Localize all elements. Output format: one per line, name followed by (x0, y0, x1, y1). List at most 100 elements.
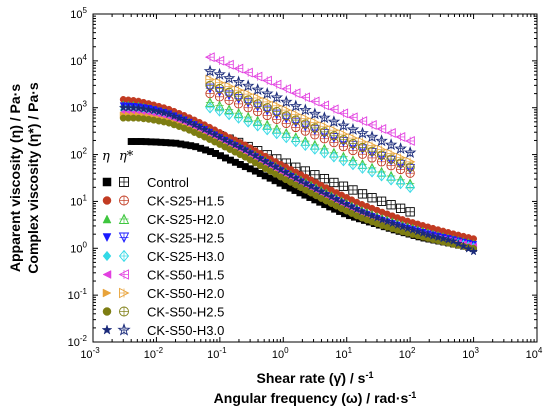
x-tick-label: 104 (526, 346, 543, 361)
complex-viscosity-point (386, 154, 396, 164)
legend-marker-open (117, 323, 131, 336)
complex-viscosity-point (310, 170, 320, 180)
legend-label: CK-S50-H2.5 (147, 305, 224, 320)
apparent-viscosity-point (139, 104, 149, 113)
legend-marker-filled (102, 288, 112, 298)
complex-viscosity-point (233, 112, 244, 124)
apparent-viscosity-point (347, 202, 357, 211)
apparent-viscosity-point (255, 154, 265, 163)
legend-label: CK-S25-H3.0 (147, 249, 224, 264)
apparent-viscosity-point (469, 246, 479, 256)
complex-viscosity-point (214, 55, 225, 66)
complex-viscosity-point (252, 119, 263, 132)
apparent-viscosity-point (144, 104, 154, 114)
complex-viscosity-point (213, 67, 226, 80)
complex-viscosity-point (319, 147, 330, 159)
apparent-viscosity-point (250, 151, 260, 160)
complex-viscosity-point (395, 177, 406, 190)
complex-viscosity-point (395, 177, 406, 190)
legend-label: CK-S25-H2.0 (147, 212, 224, 227)
apparent-viscosity-point (184, 117, 194, 127)
legend-marker-open (119, 287, 130, 299)
y-axis-title-apparent: Apparent viscosity (η) / Pa·s (7, 84, 23, 272)
complex-viscosity-point (300, 92, 310, 103)
legend-marker-filled (102, 307, 112, 316)
apparent-viscosity-point (281, 167, 291, 177)
legend-header-eta-star: η* (119, 149, 134, 164)
complex-viscosity-point (405, 181, 415, 194)
legend-marker-filled (102, 270, 112, 279)
complex-viscosity-point (357, 162, 368, 174)
complex-viscosity-point (357, 116, 368, 127)
complex-viscosity-point (205, 101, 215, 114)
apparent-viscosity-point (149, 105, 159, 115)
y-tick-label: 10-2 (68, 334, 88, 349)
apparent-viscosity-point (159, 108, 169, 117)
apparent-viscosity-point (128, 103, 138, 112)
complex-viscosity-point (299, 103, 312, 116)
legend-marker-open (118, 213, 130, 224)
y-tick-label: 100 (70, 240, 87, 255)
legend-label: CK-S25-H2.5 (147, 231, 224, 246)
complex-viscosity-point (384, 138, 398, 151)
complex-viscosity-point (337, 119, 350, 132)
complex-viscosity-point (262, 75, 272, 86)
complex-viscosity-point (281, 131, 292, 144)
complex-viscosity-point (367, 193, 377, 203)
apparent-viscosity-point (276, 165, 286, 174)
complex-viscosity-point (347, 112, 358, 123)
apparent-viscosity-point (164, 109, 174, 119)
legend-backdrop (100, 173, 252, 189)
complex-viscosity-point (348, 139, 358, 149)
complex-viscosity-point (243, 116, 253, 128)
apparent-viscosity-point (154, 107, 164, 116)
complex-viscosity-point (233, 63, 244, 74)
apparent-viscosity-point (367, 211, 377, 220)
apparent-viscosity-point (408, 225, 418, 234)
apparent-viscosity-point (271, 162, 281, 171)
complex-viscosity-point (291, 115, 301, 125)
legend-label: CK-S50-H3.0 (147, 323, 224, 338)
apparent-viscosity-point (397, 222, 408, 231)
complex-viscosity-point (205, 101, 215, 114)
complex-viscosity-point (281, 111, 291, 121)
complex-viscosity-point (376, 123, 387, 134)
legend-backdrop (100, 210, 252, 226)
complex-viscosity-point (357, 142, 368, 153)
complex-viscosity-point (346, 122, 360, 135)
apparent-viscosity-point (316, 186, 326, 196)
complex-viscosity-point (243, 116, 253, 128)
apparent-viscosity-point (194, 122, 204, 132)
x-tick-label: 103 (462, 346, 479, 361)
complex-viscosity-point (329, 151, 339, 163)
apparent-viscosity-point (205, 127, 215, 137)
complex-viscosity-point (310, 143, 320, 155)
apparent-viscosity-point (352, 204, 362, 214)
legend: η η* Control CK-S25-H1.5 CK-S25-H2.0 CK-S25-H… (100, 149, 252, 338)
complex-viscosity-point (405, 207, 415, 217)
complex-viscosity-point (260, 87, 274, 100)
complex-viscosity-point (252, 119, 263, 132)
complex-viscosity-point (224, 87, 234, 97)
complex-viscosity-point (318, 111, 331, 124)
complex-viscosity-point (251, 83, 264, 96)
legend-marker-open (118, 232, 130, 244)
complex-viscosity-point (385, 127, 396, 138)
complex-viscosity-point (271, 127, 282, 140)
apparent-viscosity-point (438, 233, 448, 243)
complex-viscosity-point (233, 91, 244, 101)
complex-viscosity-point (376, 150, 387, 160)
legend-backdrop (100, 284, 252, 300)
complex-viscosity-point (241, 79, 255, 92)
complex-viscosity-point (310, 123, 320, 133)
apparent-viscosity-point (174, 113, 184, 123)
legend-marker-filled (102, 177, 112, 187)
complex-viscosity-point (395, 132, 406, 142)
legend-header-eta: η (102, 149, 110, 164)
apparent-viscosity-point (458, 241, 468, 251)
y-tick-label: 10-1 (68, 287, 88, 302)
complex-viscosity-point (395, 203, 406, 213)
apparent-viscosity-point (463, 244, 474, 253)
apparent-viscosity-point (291, 173, 301, 183)
complex-viscosity-point (300, 139, 311, 151)
